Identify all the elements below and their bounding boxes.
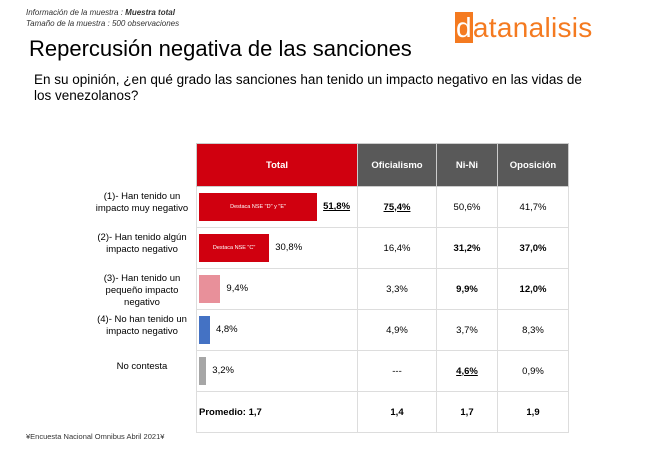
table-row: Destaca NSE "C" 30,8% 16,4% 31,2% 37,0% bbox=[196, 227, 569, 269]
question: En su opinión, ¿en qué grado las sancion… bbox=[34, 72, 582, 103]
logo-text: atanalisis bbox=[472, 12, 593, 43]
total-value: 3,2% bbox=[212, 365, 234, 376]
column-header: Oficialismo bbox=[357, 143, 437, 187]
value-cell: 4,9% bbox=[357, 309, 437, 351]
total-cell: Destaca NSE "D" y "E" 51,8% bbox=[196, 186, 358, 228]
column-header: Total bbox=[196, 143, 358, 187]
row-label: (4)- No han tenido un impacto negativo bbox=[97, 314, 187, 337]
total-value: 9,4% bbox=[226, 283, 249, 294]
logo-d: d bbox=[455, 12, 473, 43]
value-cell: 50,6% bbox=[436, 186, 498, 228]
value-cell: --- bbox=[357, 350, 437, 392]
table-row: Destaca NSE "D" y "E" 51,8% 75,4% 50,6% 41,7… bbox=[196, 186, 569, 228]
value-cell: 3,7% bbox=[436, 309, 498, 351]
total-cell: 4,8% bbox=[196, 309, 358, 351]
total-value: 4,8% bbox=[215, 324, 238, 335]
footer-source: ¥Encuesta Nacional Omnibus Abril 2021¥ bbox=[26, 432, 165, 441]
average-value: 1,9 bbox=[497, 391, 569, 433]
total-bar: Destaca NSE "C" bbox=[199, 234, 270, 262]
average-label: Promedio: 1,7 bbox=[196, 391, 358, 433]
row-label: (2)- Han tenido algún impacto negativo bbox=[97, 232, 187, 255]
value-cell: 0,9% bbox=[497, 350, 569, 392]
table-row: 9,4% 3,3% 9,9% 12,0% bbox=[196, 268, 569, 310]
results-table: Total Oficialismo Ni-Ni Oposición Destaca N… bbox=[196, 143, 569, 433]
value-cell: 31,2% bbox=[436, 227, 498, 269]
total-bar: Destaca NSE "D" y "E" bbox=[199, 193, 318, 221]
total-value: 51,8% bbox=[323, 201, 351, 212]
row-label: (1)- Han tenido un impacto muy negativo bbox=[95, 191, 189, 214]
value-cell: 75,4% bbox=[357, 186, 437, 228]
column-header: Oposición bbox=[497, 143, 569, 187]
row-label: (3)- Han tenido un pequeño impacto negat… bbox=[103, 273, 181, 308]
sample-info-label: Información de la muestra : bbox=[26, 8, 126, 17]
average-value: 1,7 bbox=[436, 391, 498, 433]
total-cell: 9,4% bbox=[196, 268, 358, 310]
total-bar bbox=[199, 357, 207, 385]
value-cell: 9,9% bbox=[436, 268, 498, 310]
average-value: 1,4 bbox=[357, 391, 437, 433]
value-cell: 12,0% bbox=[497, 268, 569, 310]
value-cell: 3,3% bbox=[357, 268, 437, 310]
total-bar bbox=[199, 275, 221, 303]
average-row: Promedio: 1,7 1,4 1,7 1,9 bbox=[196, 391, 569, 433]
sample-size: Tamaño de la muestra : 500 observaciones bbox=[26, 19, 180, 28]
total-cell: 3,2% bbox=[196, 350, 358, 392]
sample-info: Información de la muestra : Muestra tota… bbox=[26, 8, 175, 17]
value-cell: 4,6% bbox=[436, 350, 498, 392]
total-cell: Destaca NSE "C" 30,8% bbox=[196, 227, 358, 269]
table-row: 3,2% --- 4,6% 0,9% bbox=[196, 350, 569, 392]
value-cell: 37,0% bbox=[497, 227, 569, 269]
page-title: Repercusión negativa de las sanciones bbox=[29, 36, 412, 61]
value-cell: 16,4% bbox=[357, 227, 437, 269]
row-label: No contesta bbox=[116, 361, 168, 372]
value-cell: 8,3% bbox=[497, 309, 569, 351]
value-cell: 41,7% bbox=[497, 186, 569, 228]
total-value: 30,8% bbox=[275, 242, 303, 253]
table-row: 4,8% 4,9% 3,7% 8,3% bbox=[196, 309, 569, 351]
total-bar bbox=[199, 316, 210, 344]
sample-info-value: Muestra total bbox=[125, 8, 175, 17]
column-header: Ni-Ni bbox=[436, 143, 498, 187]
datanalisis-logo: datanalisis bbox=[455, 12, 593, 44]
